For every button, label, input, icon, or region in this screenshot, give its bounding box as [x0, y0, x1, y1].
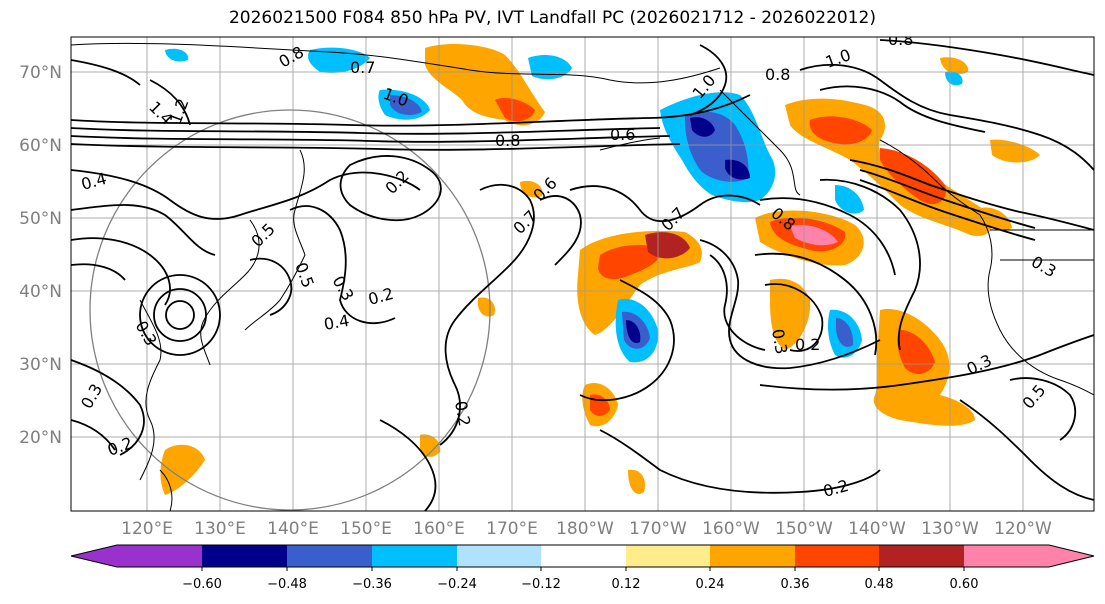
- pv-blob: [836, 318, 854, 347]
- longitude-labels: 120°E 130°E 140°E 150°E 160°E 170°E 180°…: [121, 519, 1052, 539]
- colorbar-segment: [541, 545, 626, 567]
- pv-blob: [628, 469, 646, 494]
- pv-blob: [940, 57, 969, 75]
- colorbar-tick: 0.24: [696, 577, 725, 592]
- lon-label: 160°W: [702, 519, 760, 539]
- colorbar-segment: [710, 545, 795, 567]
- lon-label: 160°E: [413, 519, 465, 539]
- colorbar-segment: [117, 545, 202, 567]
- pv-blob: [835, 185, 864, 214]
- pv-blob: [495, 98, 535, 122]
- lon-label: 150°E: [340, 519, 392, 539]
- lon-label: 120°W: [994, 519, 1052, 539]
- colorbar-segment: [287, 545, 372, 567]
- pv-blob: [598, 244, 661, 280]
- pv-blob: [880, 148, 946, 205]
- pv-blob: [770, 278, 811, 350]
- pv-blob: [626, 320, 641, 344]
- colorbar-tick: −0.60: [182, 577, 222, 592]
- map-frame: [70, 36, 1095, 512]
- lon-label: 140°E: [267, 519, 319, 539]
- pv-blob: [645, 232, 690, 259]
- pv-blob: [690, 117, 715, 137]
- lon-label: 140°W: [848, 519, 906, 539]
- contour-label: 0.8: [495, 131, 520, 150]
- colorbar-segment: [457, 545, 541, 567]
- colorbar-segment: [964, 545, 1049, 567]
- pv-blob: [165, 48, 189, 62]
- pv-blob: [420, 434, 441, 457]
- colorbar-tick: −0.48: [267, 577, 307, 592]
- colorbar: −0.60 −0.48 −0.36 −0.24 −0.12 0.12 0.24 …: [70, 544, 1095, 592]
- pv-blob: [390, 95, 422, 116]
- graticule: [71, 37, 1094, 511]
- pv-blob: [809, 116, 872, 145]
- latitude-labels: 70°N 60°N 50°N 40°N 30°N 20°N: [19, 63, 62, 448]
- lat-label: 40°N: [19, 282, 62, 302]
- colorbar-segment: [202, 545, 287, 567]
- colorbar-tick: −0.36: [352, 577, 392, 592]
- range-ring: [89, 109, 491, 511]
- colorbar-segment: [372, 545, 457, 567]
- pv-blob: [945, 71, 963, 86]
- lat-label: 30°N: [19, 355, 62, 375]
- pv-blob: [790, 224, 838, 246]
- contour-label: 0.4: [322, 311, 350, 334]
- lat-label: 60°N: [19, 136, 62, 156]
- pv-blob: [477, 297, 496, 317]
- colorbar-tick: −0.24: [437, 577, 477, 592]
- colorbar-tick: 0.36: [781, 577, 810, 592]
- lon-label: 120°E: [121, 519, 173, 539]
- lon-label: 170°W: [629, 519, 687, 539]
- colorbar-segment: [795, 545, 879, 567]
- colorbar-outline: [70, 544, 1095, 568]
- pv-blob: [520, 180, 543, 198]
- contour-label: 0.2: [451, 399, 474, 427]
- pv-blob: [160, 444, 205, 495]
- colorbar-extend-right: [1049, 545, 1094, 567]
- contour-label: 0.8: [765, 65, 790, 84]
- lat-label: 70°N: [19, 63, 62, 83]
- lon-label: 180°W: [556, 519, 614, 539]
- colorbar-tick: 0.48: [865, 577, 894, 592]
- colorbar-tick: −0.12: [521, 577, 561, 592]
- colorbar-tick: 0.60: [950, 577, 979, 592]
- contour-label: 0.6: [610, 125, 635, 144]
- lat-label: 20°N: [19, 428, 62, 448]
- pv-shading: [160, 44, 1040, 495]
- colorbar-extend-left: [71, 545, 117, 567]
- coastlines: [71, 42, 1094, 511]
- colorbar-segment: [626, 545, 710, 567]
- map-title: 2026021500 F084 850 hPa PV, IVT Landfall…: [228, 8, 876, 28]
- lon-label: 130°E: [194, 519, 246, 539]
- lon-label: 130°W: [921, 519, 979, 539]
- contour-label: 0.3: [768, 327, 791, 355]
- contour-label: 0.7: [350, 58, 375, 77]
- colorbar-tick: 0.12: [612, 577, 641, 592]
- pv-blob: [897, 330, 935, 374]
- colorbar-segment: [879, 545, 964, 567]
- pv-blob: [528, 55, 572, 80]
- pv-contours: [71, 39, 1094, 511]
- lat-label: 50°N: [19, 209, 62, 229]
- contour-label: 0.2: [795, 335, 820, 354]
- lon-label: 150°W: [775, 519, 833, 539]
- lon-label: 170°E: [486, 519, 538, 539]
- contour-label: 0.8: [888, 30, 913, 49]
